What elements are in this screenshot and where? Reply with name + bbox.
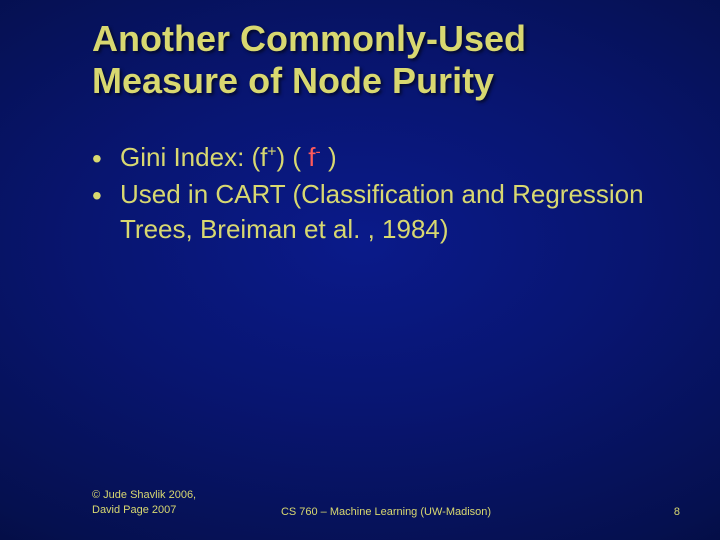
gini-mid: ) (	[277, 142, 309, 172]
title-line-1: Another Commonly-Used	[92, 18, 526, 59]
title-line-2: Measure of Node Purity	[92, 60, 494, 101]
slide: Another Commonly-Used Measure of Node Pu…	[0, 0, 720, 540]
gini-suffix: )	[321, 142, 337, 172]
bullet-cart: Used in CART (Classification and Regress…	[92, 177, 660, 247]
bullet-gini: Gini Index: (f+) ( f- )	[92, 140, 660, 175]
footer-center: CS 760 – Machine Learning (UW-Madison)	[92, 506, 680, 518]
gini-prefix: Gini Index: (f	[120, 142, 267, 172]
cart-text: Used in CART (Classification and Regress…	[120, 179, 644, 244]
gini-sup-plus: +	[267, 143, 276, 160]
slide-body: Gini Index: (f+) ( f- ) Used in CART (Cl…	[92, 140, 660, 249]
gini-neg-f: f	[308, 142, 315, 172]
slide-title: Another Commonly-Used Measure of Node Pu…	[92, 18, 680, 103]
slide-footer: © Jude Shavlik 2006, David Page 2007 CS …	[92, 488, 680, 518]
footer-copyright-1: © Jude Shavlik 2006,	[92, 489, 196, 501]
